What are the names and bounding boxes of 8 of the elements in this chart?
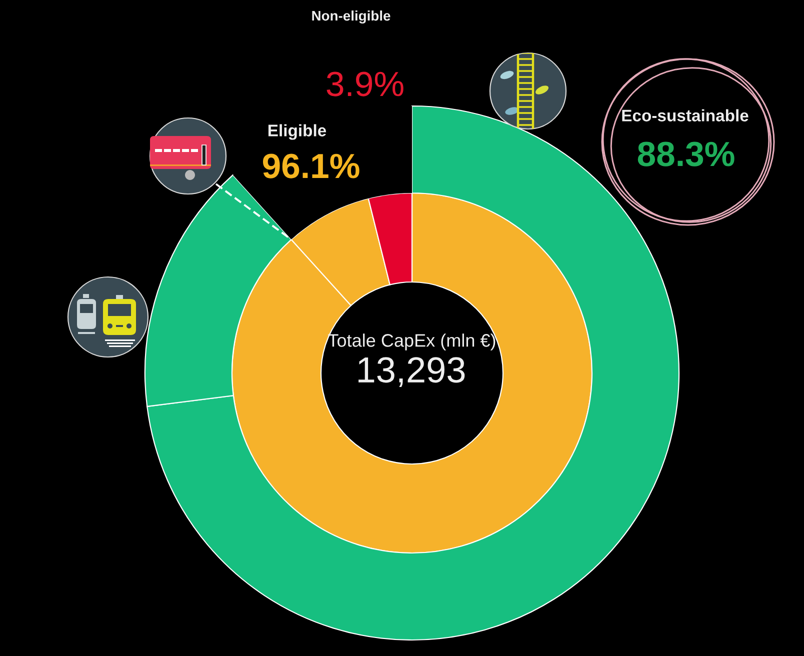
text: Totale CapEx (mln €) — [328, 334, 496, 350]
text: 88.3% — [638, 142, 734, 166]
text: 96.1% — [262, 154, 360, 178]
text: 3.9% — [326, 72, 404, 96]
text: Eco-sustainable — [622, 109, 748, 122]
text: 13,293 — [358, 357, 465, 387]
text: Non-eligible — [312, 10, 390, 24]
text: Eligible — [268, 124, 326, 140]
